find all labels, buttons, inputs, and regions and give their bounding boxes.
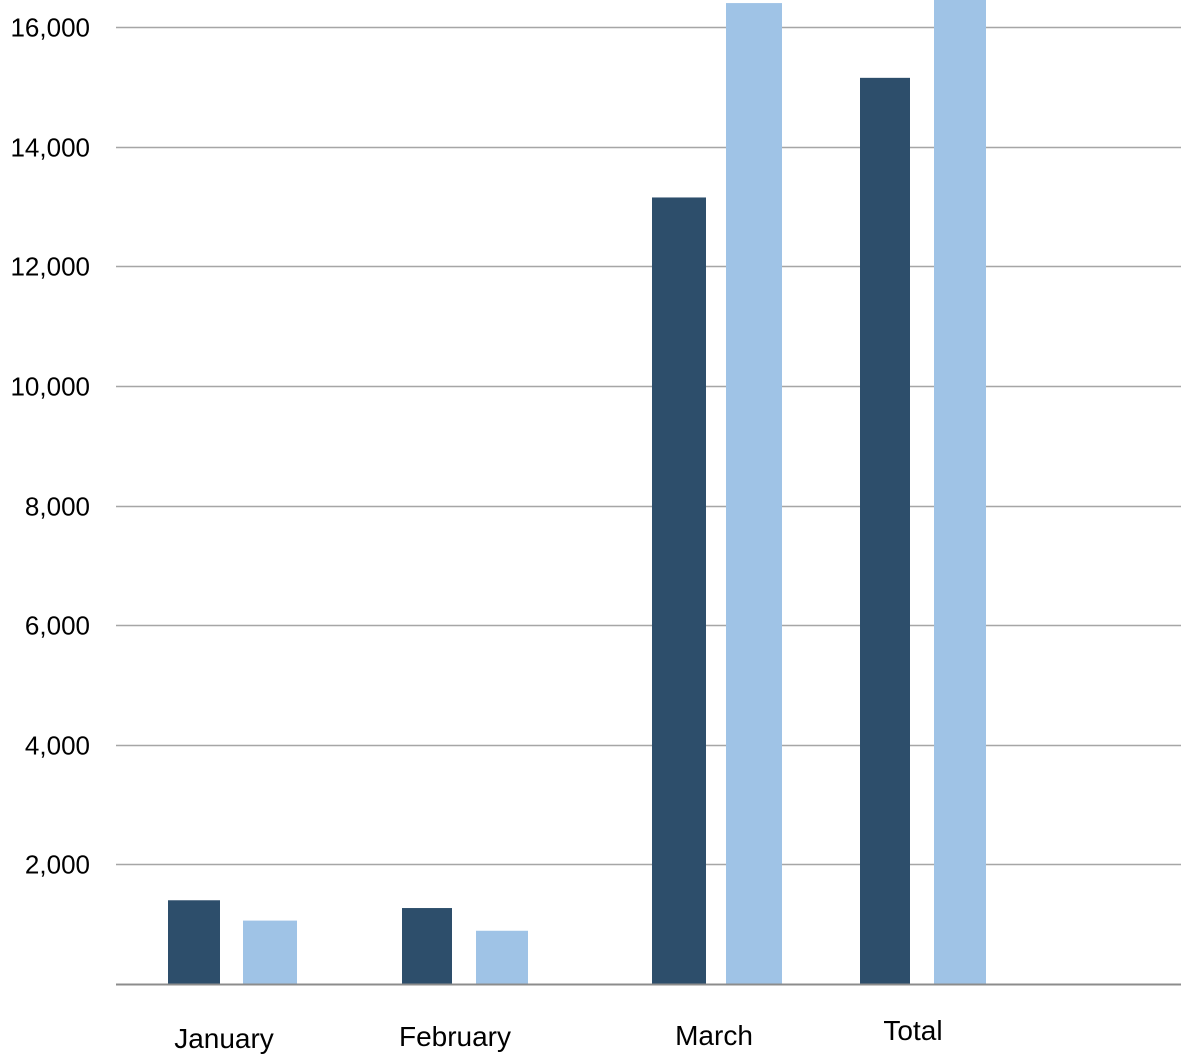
y-tick-label: 14,000: [10, 133, 90, 163]
x-category-label: January: [174, 1023, 274, 1054]
x-category-label: March: [675, 1020, 753, 1051]
gridlines: [116, 28, 1181, 865]
bar-series-1-march: [652, 197, 706, 984]
y-axis-tick-labels: 2,000 4,000 6,000 8,000 10,000 12,000 14,000 16…: [10, 13, 90, 880]
y-tick-label: 8,000: [25, 492, 90, 522]
bar-series-1-february: [402, 908, 452, 984]
bar-series-1-total: [860, 78, 910, 984]
y-tick-label: 12,000: [10, 252, 90, 282]
y-tick-label: 16,000: [10, 13, 90, 43]
y-tick-label: 6,000: [25, 611, 90, 641]
x-category-label: Total: [883, 1015, 942, 1046]
x-category-label: February: [399, 1021, 511, 1052]
x-axis-category-labels: January February March Total: [174, 1015, 942, 1054]
bar-series-2-january: [243, 921, 297, 984]
y-tick-label: 4,000: [25, 731, 90, 761]
bar-series-1-january: [168, 900, 220, 984]
y-tick-label: 10,000: [10, 372, 90, 402]
bar-series-2-march: [726, 3, 782, 984]
y-tick-label: 2,000: [25, 850, 90, 880]
bar-series-2-total: [934, 0, 986, 984]
bar-series-2-february: [476, 931, 528, 984]
